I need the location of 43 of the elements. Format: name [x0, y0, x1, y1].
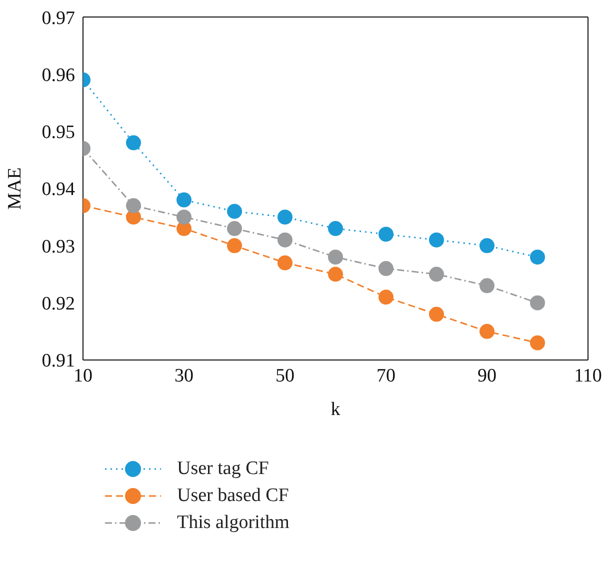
y-tick-label: 0.92 [42, 294, 75, 315]
point [378, 261, 394, 276]
point [480, 278, 494, 294]
y-axis-title: MAE [4, 167, 26, 210]
x-tick-label: 70 [376, 365, 396, 386]
point [328, 221, 343, 236]
y-tick-label: 0.97 [42, 8, 75, 29]
y-tick-label: 0.95 [42, 122, 75, 144]
point [429, 232, 444, 248]
x-tick-label: 110 [574, 365, 602, 386]
point [530, 335, 545, 350]
point [328, 250, 343, 265]
point [480, 238, 494, 254]
point [278, 255, 292, 270]
x-tick-label: 30 [174, 365, 194, 386]
point [480, 324, 494, 339]
point [126, 135, 141, 150]
point [429, 306, 444, 322]
legend-label: This algorithm [177, 512, 290, 534]
y-tick-label: 0.91 [42, 350, 75, 372]
x-tick-label: 90 [478, 365, 496, 386]
x-tick-label: 50 [276, 365, 294, 386]
y-tick-label: 0.94 [42, 179, 76, 200]
point [278, 232, 292, 248]
x-axis-title: k [330, 399, 341, 420]
point [378, 290, 394, 305]
point [227, 221, 242, 236]
point [328, 266, 343, 282]
point [176, 192, 192, 208]
y-tick-label: 0.93 [42, 236, 75, 258]
point [126, 198, 141, 214]
point [278, 210, 292, 225]
legend-label: User based CF [177, 484, 289, 506]
point [429, 266, 444, 282]
point [227, 204, 242, 219]
point [227, 238, 242, 254]
point [530, 250, 545, 265]
y-tick-label: 0.96 [42, 64, 75, 86]
point [176, 210, 192, 225]
point [378, 226, 394, 242]
x-tick-label: 10 [74, 365, 92, 386]
legend-label: User tag CF [177, 458, 269, 480]
point [530, 295, 545, 310]
